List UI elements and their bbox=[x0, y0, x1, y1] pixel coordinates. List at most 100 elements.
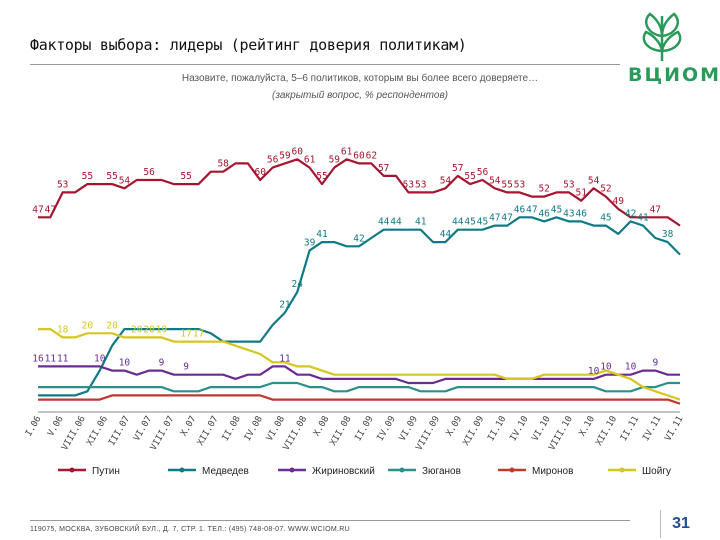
data-label-Шойгу: 20 bbox=[143, 324, 155, 335]
x-tick-label: III.07 bbox=[107, 415, 132, 448]
data-label-Жириновский: 9 bbox=[652, 358, 658, 369]
data-label-Путин: 56 bbox=[477, 167, 489, 178]
data-label-Медведев: 41 bbox=[415, 217, 427, 228]
data-label-Шойгу: 17 bbox=[193, 329, 204, 340]
data-label-Путин: 55 bbox=[316, 171, 327, 182]
legend-marker-Зюганов bbox=[399, 467, 405, 473]
x-tick-label: II.09 bbox=[353, 415, 375, 443]
data-label-Медведев: 47 bbox=[526, 204, 537, 215]
data-label-Путин: 58 bbox=[217, 159, 229, 170]
data-label-Медведев: 38 bbox=[662, 229, 674, 240]
data-label-Путин: 55 bbox=[180, 171, 191, 182]
data-label-Медведев: 45 bbox=[464, 217, 475, 228]
footer-address: 119075, МОСКВА, ЗУБОВСКИЙ БУЛ., Д. 7, СТ… bbox=[30, 526, 350, 533]
question-text: Назовите, пожалуйста, 5–6 политиков, кот… bbox=[181, 73, 539, 84]
x-tick-label: IV.10 bbox=[508, 415, 530, 443]
data-label-Путин: 59 bbox=[329, 155, 341, 166]
data-label-Путин: 47 bbox=[650, 204, 661, 215]
data-label-Медведев: 46 bbox=[576, 208, 588, 219]
x-tick-label: XII.08 bbox=[329, 415, 354, 448]
data-label-Медведев: 43 bbox=[563, 208, 574, 219]
legend-label-Шойгу: Шойгу bbox=[642, 466, 671, 477]
x-tick-label: II.11 bbox=[619, 415, 641, 443]
data-label-Путин: 47 bbox=[32, 204, 43, 215]
data-label-Путин: 60 bbox=[353, 150, 365, 161]
data-label-Путин: 56 bbox=[267, 155, 279, 166]
x-tick-label: X.10 bbox=[578, 415, 598, 439]
legend-marker-Путин bbox=[69, 467, 75, 473]
legend-label-Медведев: Медведев bbox=[202, 466, 249, 477]
data-label-Путин: 54 bbox=[588, 175, 600, 186]
x-tick-label: II.08 bbox=[221, 415, 243, 443]
data-label-Путин: 56 bbox=[143, 167, 155, 178]
data-label-Путин: 53 bbox=[415, 179, 426, 190]
legend-marker-Медведев bbox=[179, 467, 185, 473]
data-label-Жириновский: 11 bbox=[57, 353, 69, 364]
series-line-Жириновский bbox=[38, 365, 680, 385]
page-title: Факторы выбора: лидеры (рейтинг доверия … bbox=[30, 36, 467, 54]
x-tick-label: XII.10 bbox=[594, 415, 619, 448]
data-label-Жириновский: 11 bbox=[45, 353, 57, 364]
data-label-Шойгу: 18 bbox=[57, 324, 69, 335]
data-label-Путин: 53 bbox=[57, 179, 68, 190]
data-label-Жириновский: 16 bbox=[32, 353, 44, 364]
data-label-Медведев: 39 bbox=[304, 237, 316, 248]
series-line-Зюганов bbox=[38, 381, 680, 393]
footer-divider bbox=[30, 520, 630, 521]
data-label-Путин: 55 bbox=[82, 171, 93, 182]
x-tick-label: V.06 bbox=[46, 415, 66, 439]
data-label-Жириновский: 9 bbox=[183, 362, 189, 373]
x-tick-label: VI.10 bbox=[531, 415, 553, 443]
x-tick-label: IV.11 bbox=[641, 415, 663, 443]
page-number: 31 bbox=[660, 510, 701, 538]
legend-marker-Миронов bbox=[509, 467, 515, 473]
data-label-Путин: 54 bbox=[119, 175, 131, 186]
data-label-Шойгу: 19 bbox=[156, 324, 168, 335]
data-label-Путин: 47 bbox=[45, 204, 56, 215]
question-subtext: (закрытый вопрос, % респондентов) bbox=[271, 90, 448, 101]
data-label-Медведев: 45 bbox=[551, 204, 562, 215]
data-label-Медведев: 41 bbox=[637, 213, 649, 224]
data-label-Жириновский: 10 bbox=[119, 358, 131, 369]
data-label-Шойгу: 20 bbox=[131, 324, 143, 335]
series-line-Путин bbox=[38, 158, 681, 227]
data-label-Путин: 57 bbox=[378, 163, 389, 174]
data-label-Путин: 61 bbox=[341, 146, 353, 157]
x-tick-label: IV.08 bbox=[243, 415, 265, 443]
data-label-Путин: 54 bbox=[440, 175, 452, 186]
legend-label-Зюганов: Зюганов bbox=[422, 466, 461, 477]
x-tick-label: II.10 bbox=[486, 415, 508, 443]
data-label-Медведев: 44 bbox=[378, 217, 390, 228]
data-label-Медведев: 44 bbox=[452, 217, 464, 228]
data-label-Путин: 52 bbox=[600, 184, 611, 195]
data-label-Путин: 55 bbox=[501, 179, 512, 190]
data-label-Путин: 55 bbox=[464, 171, 475, 182]
data-label-Путин: 60 bbox=[292, 146, 304, 157]
data-label-Шойгу: 20 bbox=[82, 320, 94, 331]
data-label-Жириновский: 11 bbox=[279, 353, 291, 364]
data-label-Путин: 62 bbox=[366, 150, 377, 161]
data-label-Медведев: 44 bbox=[390, 217, 402, 228]
data-label-Путин: 59 bbox=[279, 150, 291, 161]
x-tick-label: VI.08 bbox=[265, 415, 287, 443]
data-label-Путин: 54 bbox=[489, 175, 501, 186]
data-label-Жириновский: 10 bbox=[94, 353, 106, 364]
title-divider bbox=[30, 64, 620, 65]
data-label-Медведев: 46 bbox=[514, 204, 526, 215]
data-label-Путин: 55 bbox=[106, 171, 117, 182]
data-label-Медведев: 21 bbox=[279, 300, 291, 311]
x-tick-label: XII.07 bbox=[196, 415, 221, 448]
x-tick-label: X.07 bbox=[179, 415, 199, 439]
legend-marker-Жириновский bbox=[289, 467, 295, 473]
data-label-Путин: 53 bbox=[514, 179, 525, 190]
legend-label-Путин: Путин bbox=[92, 466, 120, 477]
data-label-Медведев: 45 bbox=[600, 213, 611, 224]
x-tick-label: X.09 bbox=[445, 415, 465, 439]
data-label-Шойгу: 17 bbox=[180, 329, 191, 340]
legend-label-Жириновский: Жириновский bbox=[312, 466, 375, 477]
x-tick-label: I.06 bbox=[24, 415, 44, 439]
data-label-Жириновский: 10 bbox=[625, 362, 637, 373]
legend-label-Миронов: Миронов bbox=[532, 466, 573, 477]
data-label-Жириновский: 9 bbox=[159, 358, 165, 369]
data-label-Медведев: 47 bbox=[489, 213, 500, 224]
